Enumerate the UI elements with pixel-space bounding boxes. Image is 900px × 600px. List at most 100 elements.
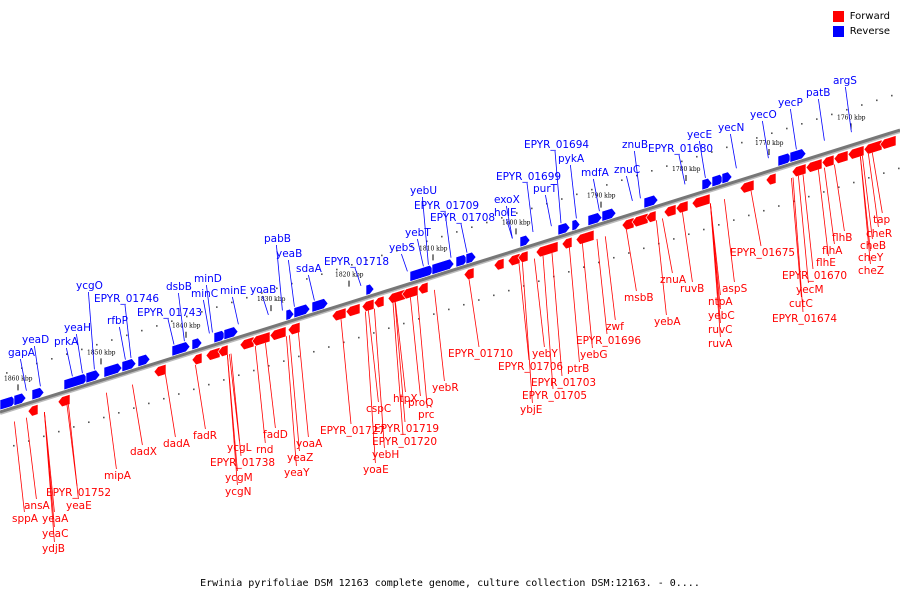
guide-dot <box>13 444 15 447</box>
guide-dot <box>58 430 60 433</box>
gene-label-flha: flhA <box>822 245 843 257</box>
gene-label-msbb: msbB <box>624 292 654 304</box>
gene-label-fadr: fadR <box>193 430 217 442</box>
guide-dot <box>636 174 638 177</box>
reverse-gene-block <box>137 353 151 368</box>
guide-dot <box>786 127 788 130</box>
forward-leader <box>265 342 276 429</box>
reverse-leader <box>20 358 27 391</box>
guide-dot <box>583 266 585 268</box>
guide-dot <box>133 407 135 409</box>
reverse-leader <box>66 347 73 377</box>
guide-dot <box>283 360 285 362</box>
reverse-leader <box>634 150 641 199</box>
guide-dot <box>898 167 900 170</box>
forward-leader <box>195 364 206 430</box>
legend: Forward Reverse <box>832 9 890 39</box>
gene-label-asps: aspS <box>722 283 748 295</box>
guide-dot <box>321 273 323 276</box>
guide-dot <box>718 224 720 226</box>
forward-gene-block <box>575 229 595 245</box>
reverse-gene-block <box>601 207 617 222</box>
forward-gene-block <box>561 236 573 250</box>
forward-gene-block <box>765 172 777 186</box>
gene-label-cutc: cutC <box>789 298 813 310</box>
forward-leader <box>394 302 406 423</box>
gene-label-yecm: yecM <box>796 284 824 296</box>
reverse-leader <box>818 98 825 141</box>
guide-dot <box>28 440 30 442</box>
gene-label-epyr-01699: EPYR_01699 <box>496 171 561 183</box>
guide-dot <box>538 280 540 283</box>
gene-label-epyr-01670: EPYR_01670 <box>782 270 847 282</box>
reverse-leader <box>119 326 126 360</box>
gene-label-ruvb: ruvB <box>680 283 704 295</box>
gene-label-rnd: rnd <box>256 444 273 456</box>
guide-dot <box>501 217 503 219</box>
guide-dot <box>793 200 795 203</box>
guide-dot <box>838 186 840 189</box>
forward-leader <box>824 167 835 245</box>
reverse-leader <box>699 140 706 179</box>
forward-leader <box>792 177 804 313</box>
reverse-leader <box>401 253 408 272</box>
guide-dot <box>688 233 690 236</box>
guide-dot <box>486 221 488 224</box>
tick-label: 1770 kbp <box>755 140 784 147</box>
gene-label-yeby: yebY <box>532 348 558 360</box>
forward-leader <box>368 310 379 403</box>
guide-dot <box>96 343 98 346</box>
reverse-leader <box>506 205 513 239</box>
gene-label-epyr-01710: EPYR_01710 <box>448 348 513 360</box>
forward-gene-block <box>239 336 255 351</box>
guide-dot <box>73 426 75 428</box>
reverse-leader <box>308 274 315 301</box>
forward-leader <box>656 220 667 316</box>
guide-dot <box>853 181 855 184</box>
forward-leader <box>298 332 309 438</box>
reverse-gene-block <box>365 283 375 296</box>
reverse-gene-block <box>465 251 477 265</box>
forward-gene-block <box>417 281 429 295</box>
forward-gene-block <box>663 204 677 218</box>
forward-leader <box>395 302 406 393</box>
guide-dot <box>801 123 803 125</box>
reverse-leader <box>554 150 562 224</box>
guide-dot <box>126 334 128 337</box>
gene-label-epyr-01696: EPYR_01696 <box>576 335 641 347</box>
reverse-leader <box>845 86 852 133</box>
guide-dot <box>373 332 375 334</box>
reverse-leader <box>34 345 41 387</box>
guide-dot <box>186 315 188 318</box>
genome-caption: Erwinia pyrifoliae DSM 12163 complete ge… <box>200 578 700 589</box>
guide-dot <box>696 155 698 158</box>
gene-label-gapa: gapA <box>8 347 36 359</box>
gene-label-epyr-01674: EPYR_01674 <box>772 313 837 325</box>
gene-label-epyr-01720: EPYR_01720 <box>372 436 437 448</box>
forward-leader <box>68 404 79 500</box>
guide-dot <box>756 137 758 139</box>
gene-label-mipa: mipA <box>104 470 132 482</box>
reverse-gene-block <box>285 308 295 321</box>
reverse-leader <box>76 333 83 374</box>
gene-label-minc: minC <box>191 288 218 300</box>
guide-dot <box>748 214 750 217</box>
guide-dot <box>171 320 173 323</box>
guide-dot <box>861 104 863 106</box>
reverse-gene-block <box>789 148 807 163</box>
gene-label-epyr-01675: EPYR_01675 <box>730 247 795 259</box>
guide-dot <box>156 325 158 327</box>
forward-gene-block <box>675 200 689 214</box>
forward-gene-block <box>401 284 419 300</box>
gene-label-yebh: yebH <box>372 449 399 461</box>
gene-label-epyr-01709: EPYR_01709 <box>414 200 479 212</box>
reverse-leader <box>354 267 362 287</box>
forward-leader <box>14 421 25 513</box>
gene-label-cspc: cspC <box>366 403 391 415</box>
gene-label-ycgo: ycgO <box>76 280 103 292</box>
guide-dot <box>336 268 338 271</box>
forward-gene-block <box>361 298 375 312</box>
guide-dot <box>253 369 255 372</box>
forward-swatch <box>832 11 844 22</box>
gene-label-rfbp: rfbP <box>107 315 128 327</box>
